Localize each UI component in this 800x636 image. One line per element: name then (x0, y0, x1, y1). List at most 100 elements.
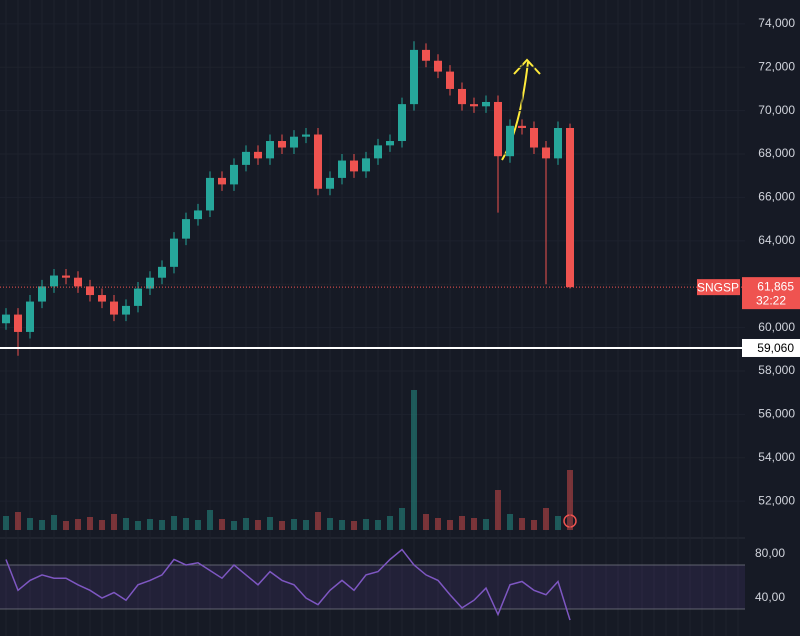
candle-body (326, 177, 334, 189)
volume-bar (219, 519, 225, 530)
candle-body (266, 141, 274, 159)
symbol-box (697, 279, 740, 296)
volume-bar (303, 520, 309, 530)
rsi-tick-label: 40,00 (755, 590, 785, 604)
volume-bar (51, 515, 57, 530)
y-tick-label: 52,000 (758, 493, 795, 507)
candle-body (182, 219, 190, 239)
symbol-label: SNGSP (697, 280, 739, 294)
candle-body (302, 134, 310, 137)
candle-body (434, 60, 442, 72)
volume-bar (15, 512, 21, 530)
candle-body (110, 301, 118, 315)
candle-body (254, 151, 262, 159)
candle-body (458, 88, 466, 105)
candle-body (350, 160, 358, 172)
candle-body (446, 71, 454, 89)
volume-bar (3, 516, 9, 530)
candle-body (362, 158, 370, 172)
candle-body (542, 147, 550, 159)
candle-body (374, 145, 382, 159)
volume-bar (171, 516, 177, 530)
y-tick-label: 72,000 (758, 59, 795, 73)
level-label: 59,060 (757, 341, 794, 355)
volume-bar (399, 508, 405, 530)
volume-bar (327, 518, 333, 530)
volume-bar (147, 519, 153, 530)
volume-bar (447, 520, 453, 530)
candle-body (50, 275, 58, 287)
candle-body (470, 104, 478, 107)
price-box (742, 277, 800, 310)
candle-body (278, 141, 286, 148)
candle-body (206, 177, 214, 211)
volume-bar (435, 518, 441, 530)
volume-bar (39, 520, 45, 530)
candle-body (122, 305, 130, 315)
level-box (742, 338, 800, 357)
candle-body (2, 314, 10, 324)
volume-bar (507, 514, 513, 530)
volume-bar (531, 520, 537, 530)
candle-body (410, 49, 418, 105)
rsi-line (5, 548, 571, 621)
candle-body (314, 134, 322, 189)
volume-bar (135, 521, 141, 530)
last-price-label: 61,865 (757, 279, 794, 293)
candle-body (554, 128, 562, 159)
candle-body (290, 136, 298, 148)
candle-body (230, 164, 238, 185)
volume-bar (291, 519, 297, 530)
volume-bar (459, 516, 465, 530)
y-tick-label: 68,000 (758, 146, 795, 160)
volume-bar (339, 520, 345, 530)
candle-body (86, 286, 94, 296)
volume-bar (111, 514, 117, 530)
y-tick-label: 56,000 (758, 407, 795, 421)
candle-body (518, 125, 526, 129)
candle-body (74, 277, 82, 287)
volume-bar (183, 518, 189, 530)
volume-bar (27, 518, 33, 530)
candle-body (26, 301, 34, 332)
volume-bar (231, 521, 237, 530)
volume-bar (543, 508, 549, 530)
volume-bar (243, 518, 249, 530)
candle-body (134, 288, 142, 306)
volume-bar (87, 517, 93, 530)
volume-bar (63, 521, 69, 530)
volume-bar (411, 390, 417, 530)
candle-body (494, 101, 502, 157)
candle-body (386, 141, 394, 146)
volume-bar (99, 520, 105, 530)
countdown-label: 32:22 (756, 293, 786, 307)
candle-body (146, 277, 154, 289)
volume-bar (363, 519, 369, 530)
volume-bar (255, 520, 261, 530)
volume-bar (207, 510, 213, 530)
volume-bar (159, 520, 165, 530)
candle-body (170, 238, 178, 267)
rsi-tick-label: 80,00 (755, 546, 785, 560)
volume-bar (279, 521, 285, 530)
volume-bar (315, 512, 321, 530)
volume-bar (267, 517, 273, 530)
candle-body (218, 177, 226, 185)
volume-bar (123, 518, 129, 530)
volume-bar (423, 514, 429, 530)
candle-body (98, 295, 106, 302)
candle-body (158, 266, 166, 278)
candle-body (398, 104, 406, 142)
y-tick-label: 64,000 (758, 233, 795, 247)
y-tick-label: 70,000 (758, 103, 795, 117)
volume-bar (75, 519, 81, 530)
candle-body (38, 286, 46, 302)
candle-body (566, 128, 574, 288)
rsi-band (0, 564, 745, 610)
volume-bar (471, 518, 477, 530)
volume-bar (555, 516, 561, 530)
candle-body (242, 151, 250, 165)
volume-bar (195, 520, 201, 530)
candle-body (194, 210, 202, 220)
volume-bar (519, 518, 525, 530)
